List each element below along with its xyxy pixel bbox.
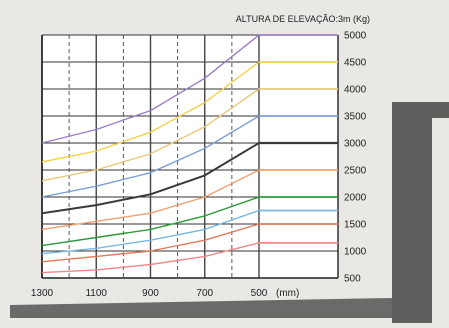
y-tick-label: 4500 — [344, 58, 367, 69]
x-tick-label: 700 — [196, 288, 213, 299]
chart-title: ALTURA DE ELEVAÇÃO:3m (Kg) — [236, 14, 370, 24]
fork-blade-silhouette — [10, 298, 392, 318]
series-curve-8 — [41, 223, 260, 263]
x-tick-labels: 1300 1100 900 700 500 — [31, 288, 268, 299]
series-lines — [41, 34, 338, 274]
series-curve-4 — [41, 142, 260, 215]
series-curve-9 — [41, 242, 260, 274]
series-curve-3 — [41, 115, 260, 198]
x-tick-label: 500 — [251, 288, 268, 299]
fork-mast-silhouette — [392, 102, 449, 323]
plot-area — [42, 35, 338, 278]
series-curve-6 — [41, 196, 260, 247]
y-tick-label: 1500 — [344, 220, 367, 231]
y-tick-label: 3000 — [344, 139, 367, 150]
x-tick-label: 1300 — [31, 288, 54, 299]
y-tick-label: 1000 — [344, 247, 367, 258]
y-tick-label: 2000 — [344, 193, 367, 204]
y-tick-label: 5000 — [344, 31, 367, 42]
x-tick-label: 1100 — [85, 288, 107, 299]
x-tick-label: 900 — [142, 288, 159, 299]
series-curve-7 — [41, 209, 260, 255]
series-curve-5 — [41, 169, 260, 231]
y-tick-label: 2500 — [344, 166, 367, 177]
y-tick-label: 4000 — [344, 85, 367, 96]
series-curve-2 — [41, 88, 260, 182]
series-curve-1 — [41, 61, 260, 163]
y-tick-labels: 5000 4500 4000 3500 3000 2500 2000 1500 1000 500 — [344, 31, 367, 285]
y-tick-label: 3500 — [344, 112, 367, 123]
x-unit-label: (mm) — [276, 288, 299, 299]
series-curve-0 — [41, 34, 260, 144]
y-tick-label: 500 — [344, 274, 361, 285]
